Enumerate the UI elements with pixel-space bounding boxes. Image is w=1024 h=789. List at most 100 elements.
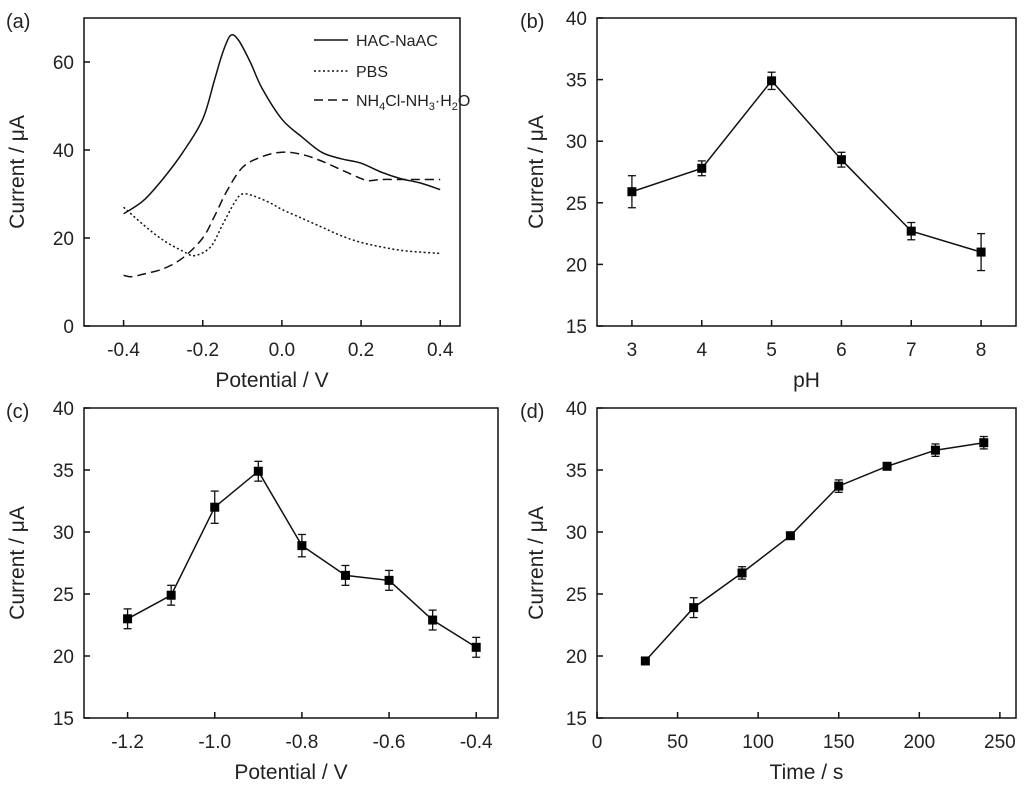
x-axis-label: Time / s: [770, 761, 844, 784]
data-point: [689, 603, 699, 613]
y-axis-label: Current / μA: [525, 115, 548, 229]
y-tick-label: 20: [53, 229, 74, 250]
series-line: [644, 441, 984, 662]
y-axis-label: Current / μA: [6, 506, 29, 620]
y-tick-label: 60: [53, 53, 74, 74]
panel-d: (d) 0 50 100 150 200 250 15 20 25 30 35 40 Time / s Cu…: [520, 399, 1017, 784]
legend-subscript: 2: [452, 101, 458, 113]
x-tick-label: -0.6: [373, 732, 406, 753]
data-point: [640, 656, 650, 666]
y-tick-label: 40: [53, 141, 74, 162]
x-tick-label: 6: [836, 340, 847, 361]
series-line-pbs: [123, 192, 441, 257]
y-tick-label: 15: [566, 317, 587, 338]
y-axis-label: Current / μA: [525, 506, 548, 620]
x-tick-label: 200: [903, 732, 935, 753]
series-line-hac-naac: [123, 33, 441, 215]
x-tick-label: 4: [696, 340, 707, 361]
data-point: [253, 466, 263, 476]
x-tick-label: -0.8: [286, 732, 319, 753]
series-line-nh4cl: [123, 151, 441, 278]
legend-text-part: O: [458, 93, 470, 110]
legend-text-part: ·H: [435, 93, 452, 110]
x-axis-label: pH: [793, 369, 820, 392]
data-point: [471, 642, 481, 652]
data-point: [836, 155, 846, 165]
legend-label-pbs: PBS: [356, 64, 388, 81]
plot-frame: [596, 17, 1017, 327]
data-point: [976, 247, 986, 257]
data-point: [785, 531, 795, 541]
x-tick-label: 50: [667, 732, 688, 753]
x-axis-label: Potential / V: [234, 761, 347, 784]
series-line: [127, 470, 477, 648]
legend-subscript: 3: [429, 101, 435, 113]
y-tick-label: 40: [566, 9, 587, 30]
x-tick-label: -0.2: [186, 340, 219, 361]
data-point: [930, 445, 940, 455]
legend-text-part: Cl-NH: [385, 93, 429, 110]
y-tick-label: 30: [53, 523, 74, 544]
x-tick-label: 0.0: [269, 340, 295, 361]
y-tick-label: 20: [566, 255, 587, 276]
x-tick-label: -0.4: [460, 732, 493, 753]
x-axis-label: Potential / V: [215, 369, 328, 392]
y-tick-label: 30: [566, 132, 587, 153]
y-tick-label: 30: [566, 523, 587, 544]
data-point: [384, 575, 394, 585]
panel-label: (a): [6, 11, 30, 33]
panel-label: (d): [520, 401, 544, 423]
panel-label: (b): [520, 11, 544, 33]
y-tick-label: 25: [53, 585, 74, 606]
y-tick-label: 0: [63, 317, 74, 338]
panel-a: (a) -0.4 -0.2 0.0 0.2 0.4 0 20 40 60 Potential / V…: [6, 11, 470, 392]
data-point: [123, 614, 133, 624]
x-tick-label: 150: [823, 732, 855, 753]
x-tick-label: 0.2: [348, 340, 374, 361]
y-tick-label: 40: [566, 399, 587, 420]
data-point: [882, 461, 892, 471]
legend-subscript: 4: [379, 101, 385, 113]
data-point: [627, 187, 637, 197]
x-tick-label: -0.4: [107, 340, 140, 361]
data-point: [906, 226, 916, 236]
y-tick-label: 25: [566, 194, 587, 215]
x-tick-label: 7: [906, 340, 917, 361]
x-tick-label: 5: [766, 340, 777, 361]
data-point: [767, 76, 777, 86]
x-tick-label: 100: [742, 732, 774, 753]
y-axis-label: Current / μA: [6, 115, 29, 229]
legend: HAC-NaAC PBS NH4Cl-NH3·H2O: [314, 33, 470, 113]
data-point: [834, 481, 844, 491]
legend-label-hac-naac: HAC-NaAC: [356, 33, 438, 50]
data-point: [979, 438, 989, 448]
panel-b: (b) 3 4 5 6 7 8 15 20 25 30 35 40 pH Current / μA: [520, 9, 1017, 392]
x-tick-label: -1.0: [198, 732, 231, 753]
plot-frame: [596, 407, 1017, 719]
y-tick-label: 20: [566, 647, 587, 668]
data-point: [737, 568, 747, 578]
panel-label: (c): [6, 401, 29, 423]
x-tick-label: 3: [627, 340, 638, 361]
y-tick-label: 35: [566, 461, 587, 482]
y-tick-label: 15: [566, 709, 587, 730]
data-point: [697, 163, 707, 173]
y-tick-label: 35: [53, 461, 74, 482]
data-point: [340, 570, 350, 580]
x-tick-label: 0: [592, 732, 603, 753]
plot-frame: [83, 407, 499, 719]
data-point: [166, 590, 176, 600]
data-point: [428, 615, 438, 625]
x-tick-label: -1.2: [111, 732, 144, 753]
y-tick-label: 25: [566, 585, 587, 606]
y-tick-label: 15: [53, 709, 74, 730]
data-point: [297, 541, 307, 551]
y-tick-label: 35: [566, 71, 587, 92]
x-tick-label: 250: [984, 732, 1016, 753]
legend-label-nh4cl: NH4Cl-NH3·H2O: [356, 93, 470, 113]
x-tick-label: 0.4: [427, 340, 454, 361]
legend-text-part: NH: [356, 93, 379, 110]
series-line: [631, 79, 982, 253]
data-point: [210, 502, 220, 512]
